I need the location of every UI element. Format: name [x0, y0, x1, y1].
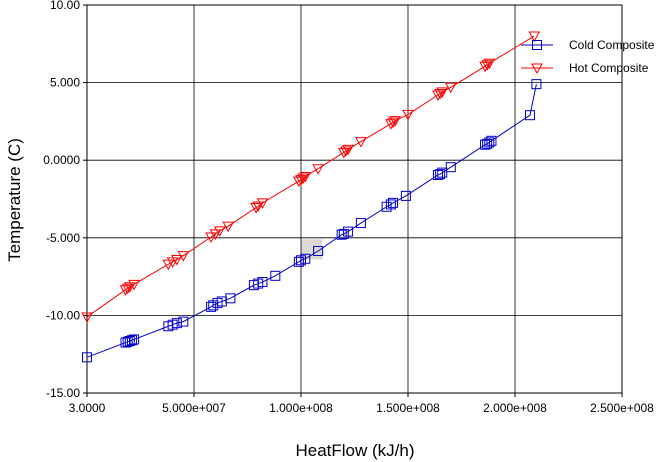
data-point — [300, 253, 311, 264]
legend-item: Hot Composite — [521, 61, 649, 75]
data-point — [343, 226, 354, 237]
data-point — [205, 232, 217, 244]
data-point — [342, 144, 354, 156]
data-point — [177, 251, 190, 262]
data-point — [178, 316, 189, 327]
x-tick-label: 1.000e+008 — [269, 401, 333, 415]
data-point — [171, 255, 183, 266]
x-tick-label: 1.500e+008 — [376, 401, 440, 415]
data-point — [129, 334, 140, 345]
data-point — [270, 270, 281, 281]
series-layer — [81, 31, 542, 363]
data-point — [250, 203, 262, 214]
legend-label: Cold Composite — [569, 38, 655, 52]
data-point — [336, 229, 347, 240]
data-point — [437, 167, 448, 178]
data-point — [481, 60, 494, 71]
data-point — [162, 259, 175, 271]
y-tick-label: -10.00 — [46, 308, 80, 322]
x-tick-label: 3.0000 — [69, 401, 106, 415]
data-point — [444, 82, 457, 94]
data-point — [123, 282, 136, 293]
data-point — [225, 293, 236, 304]
data-point — [484, 137, 495, 148]
x-axis-title: HeatFlow (kJ/h) — [295, 441, 414, 460]
y-tick-label: 10.00 — [50, 0, 80, 12]
x-tick-label: 2.500e+008 — [590, 401, 654, 415]
data-point — [483, 58, 496, 70]
data-point — [81, 312, 93, 323]
data-point — [436, 87, 449, 98]
data-point — [355, 218, 366, 229]
data-point — [402, 109, 414, 121]
data-point — [213, 226, 226, 237]
plot-frame — [86, 4, 623, 394]
y-tick-label: -5.000 — [46, 231, 80, 245]
data-point — [432, 90, 444, 102]
data-point — [385, 119, 397, 130]
data-point — [435, 169, 446, 180]
data-point — [479, 61, 491, 73]
legend-swatch-marker — [531, 63, 543, 75]
data-point — [299, 171, 312, 183]
legend-item: Cold Composite — [521, 38, 655, 52]
grid — [87, 5, 622, 393]
data-point — [400, 190, 411, 201]
x-tick-label: 5.000e+007 — [162, 401, 226, 415]
y-axis-title: Temperature (C) — [5, 138, 24, 262]
x-axis-ticks: 3.0000 5.000e+007 1.000e+008 1.500e+008 2.00… — [69, 393, 654, 415]
legend-swatch-marker — [532, 40, 542, 50]
data-point — [119, 285, 132, 296]
data-point — [257, 277, 268, 288]
data-point — [171, 318, 182, 329]
y-tick-label: -15.00 — [46, 386, 80, 400]
data-point — [126, 335, 137, 346]
data-point — [166, 257, 179, 268]
data-point — [252, 201, 265, 213]
series-cold-composite — [82, 79, 542, 363]
y-axis-ticks: 10.00 5.000 0.0000 -5.000 -10.00 -15.00 — [43, 0, 87, 400]
legend-label: Hot Composite — [569, 61, 649, 75]
data-point — [82, 352, 92, 363]
pinch-shaded-region — [301, 239, 323, 260]
y-tick-label: 0.0000 — [43, 153, 80, 167]
data-point — [388, 197, 399, 208]
y-tick-label: 5.000 — [50, 76, 80, 90]
data-point — [293, 176, 305, 188]
data-point — [337, 147, 350, 159]
data-point — [486, 135, 497, 146]
data-point — [295, 175, 307, 186]
data-point — [293, 256, 304, 267]
data-point — [340, 146, 352, 157]
x-tick-label: 2.000e+008 — [483, 401, 547, 415]
data-point — [206, 301, 217, 312]
legend: Cold Composite Hot Composite — [521, 38, 655, 75]
data-point — [434, 88, 446, 100]
data-point — [445, 162, 456, 173]
data-point — [385, 199, 396, 210]
series-hot-composite — [81, 31, 541, 323]
data-point — [312, 164, 324, 175]
data-point — [389, 116, 402, 127]
data-point — [222, 221, 235, 233]
data-point — [313, 245, 324, 256]
data-point — [121, 283, 134, 295]
data-point — [355, 137, 367, 148]
data-point — [387, 117, 399, 129]
data-point — [297, 173, 309, 185]
data-point — [524, 110, 535, 121]
data-point — [528, 31, 541, 43]
data-point — [256, 198, 269, 209]
data-point — [128, 279, 140, 291]
data-point — [531, 79, 542, 90]
data-point — [209, 229, 222, 240]
